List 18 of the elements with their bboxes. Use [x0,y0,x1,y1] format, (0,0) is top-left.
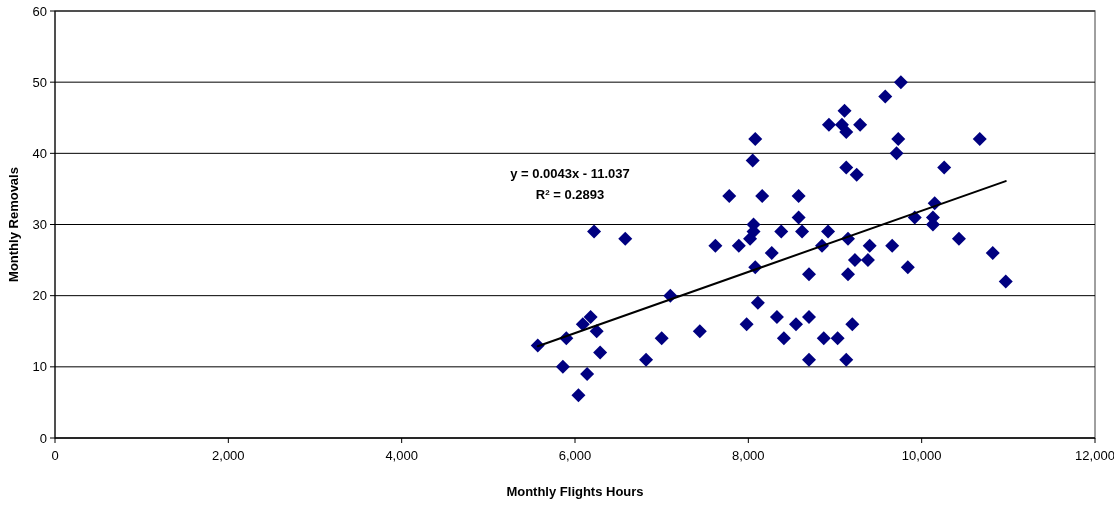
x-tick-label: 12,000 [1075,448,1114,463]
y-tick-label: 20 [32,288,47,304]
annotation: R$^{2}$ = 0.2893 [535,187,605,202]
x-tick-label: 2,000 [212,448,245,463]
y-axis-title: Monthly Removals [6,167,21,282]
x-axis-title: Monthly Flights Hours [506,484,644,499]
y-tick-label: 60 [32,3,47,19]
x-tick-label: 0 [51,448,59,463]
x-tick-label: 8,000 [732,448,765,463]
y-tick-label: 0 [39,430,47,446]
x-tick-label: 10,000 [901,448,942,463]
y-tick-label: 40 [32,145,47,161]
x-tick-label: 4,000 [385,448,418,463]
y-tick-label: 50 [32,74,47,90]
annotation: y = 0.0043x - 11.037 [510,166,630,181]
y-tick-label: 30 [32,217,47,233]
x-tick-label: 6,000 [558,448,592,463]
y-tick-label: 10 [32,359,47,375]
